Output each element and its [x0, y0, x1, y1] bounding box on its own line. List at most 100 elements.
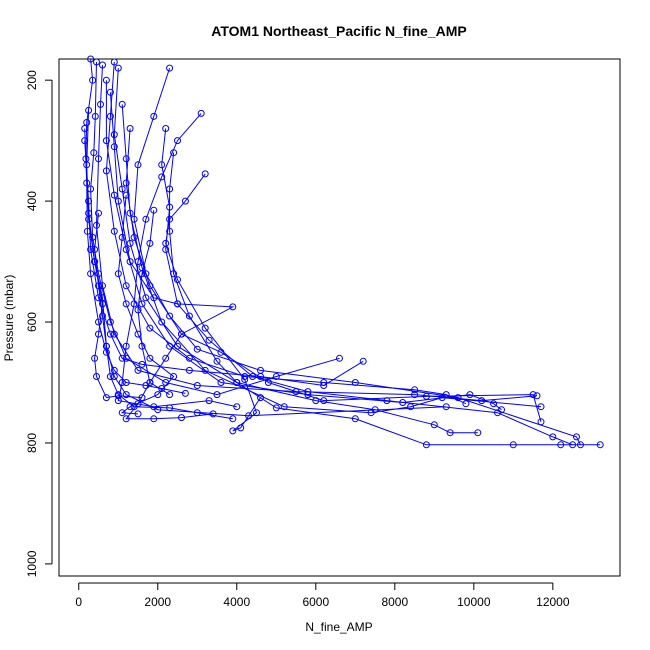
- y-tick-label: 600: [25, 312, 39, 332]
- data-point: [336, 354, 343, 362]
- data-point: [430, 421, 438, 429]
- x-tick-label: 0: [75, 595, 82, 609]
- data-point: [114, 197, 122, 205]
- data-point: [193, 345, 201, 353]
- data-point: [233, 403, 241, 411]
- data-point: [241, 376, 249, 383]
- data-point: [494, 409, 501, 417]
- data-point: [142, 294, 150, 302]
- x-tick-label: 4000: [223, 595, 250, 609]
- data-point: [122, 379, 130, 386]
- series-line: [95, 64, 538, 402]
- data-point: [110, 131, 118, 139]
- data-point: [134, 410, 142, 418]
- data-point: [162, 239, 170, 247]
- series-line: [117, 195, 175, 415]
- data-point: [529, 391, 537, 399]
- data-point: [122, 246, 130, 253]
- data-point: [162, 354, 170, 362]
- data-point: [142, 215, 150, 223]
- y-tick-label: 200: [25, 70, 39, 90]
- data-point: [83, 179, 91, 187]
- data-point: [134, 330, 142, 338]
- data-point: [351, 379, 359, 386]
- series-profile-20: [81, 137, 367, 389]
- data-point: [126, 239, 134, 247]
- series-line: [84, 128, 186, 394]
- data-point: [110, 366, 118, 374]
- x-tick-label: 2000: [144, 595, 171, 609]
- data-point: [85, 197, 93, 205]
- series-profile-16: [114, 191, 178, 418]
- data-point: [114, 397, 122, 405]
- data-point: [229, 415, 237, 423]
- series-line: [117, 113, 237, 408]
- data-point: [85, 106, 93, 114]
- data-point: [95, 294, 102, 302]
- data-point: [138, 394, 146, 402]
- data-point: [134, 161, 142, 169]
- data-point: [110, 227, 118, 235]
- data-point: [99, 61, 106, 69]
- data-point: [367, 409, 375, 417]
- data-point: [126, 125, 134, 132]
- data-point: [549, 433, 557, 441]
- data-point: [150, 206, 158, 214]
- x-tick-label: 6000: [302, 595, 329, 609]
- data-point: [102, 167, 110, 175]
- data-point: [193, 409, 201, 417]
- plot-frame: [58, 58, 621, 577]
- data-point: [272, 373, 280, 380]
- x-axis: 0 2000 4000 6000 8000 10000 12000: [75, 582, 570, 609]
- series-line: [125, 128, 542, 422]
- data-point: [272, 404, 280, 412]
- data-point: [126, 403, 134, 411]
- data-point: [557, 441, 565, 449]
- x-axis-label: N_fine_AMP: [305, 620, 372, 634]
- data-point: [320, 382, 328, 389]
- data-point: [134, 306, 142, 314]
- data-point: [257, 394, 264, 402]
- data-point: [85, 215, 93, 223]
- data-point: [264, 379, 272, 386]
- data-point: [320, 397, 328, 405]
- data-point: [91, 258, 99, 266]
- data-point: [95, 155, 102, 163]
- data-point: [162, 125, 170, 132]
- data-point: [81, 137, 89, 145]
- data-point: [118, 185, 126, 193]
- data-point: [83, 119, 91, 126]
- y-axis-label: Pressure (mbar): [2, 275, 16, 362]
- data-point: [130, 300, 138, 308]
- data-point: [217, 379, 225, 386]
- data-point: [102, 137, 110, 145]
- y-tick-label: 1000: [25, 550, 39, 577]
- data-point: [201, 366, 209, 374]
- data-point: [114, 64, 122, 72]
- series-line: [121, 104, 542, 414]
- data-point: [142, 270, 150, 278]
- x-tick-label: 8000: [381, 595, 408, 609]
- data-point: [351, 415, 359, 423]
- data-point: [446, 429, 454, 437]
- data-point: [122, 300, 130, 308]
- data-point: [118, 354, 126, 362]
- data-point: [166, 342, 174, 350]
- series-line: [85, 58, 447, 417]
- data-point: [466, 391, 474, 399]
- data-point: [359, 357, 367, 365]
- data-point: [118, 379, 126, 386]
- data-point: [106, 112, 114, 120]
- data-point: [122, 179, 130, 187]
- data-point: [209, 410, 217, 418]
- data-point: [257, 373, 264, 380]
- data-point: [237, 424, 245, 432]
- data-point: [87, 270, 95, 278]
- series-profile-19: [114, 109, 241, 411]
- data-point: [87, 55, 95, 63]
- data-point: [213, 391, 221, 399]
- series-profile-4: [102, 58, 470, 408]
- data-point: [97, 100, 104, 108]
- data-point: [174, 137, 181, 145]
- data-point: [233, 379, 241, 386]
